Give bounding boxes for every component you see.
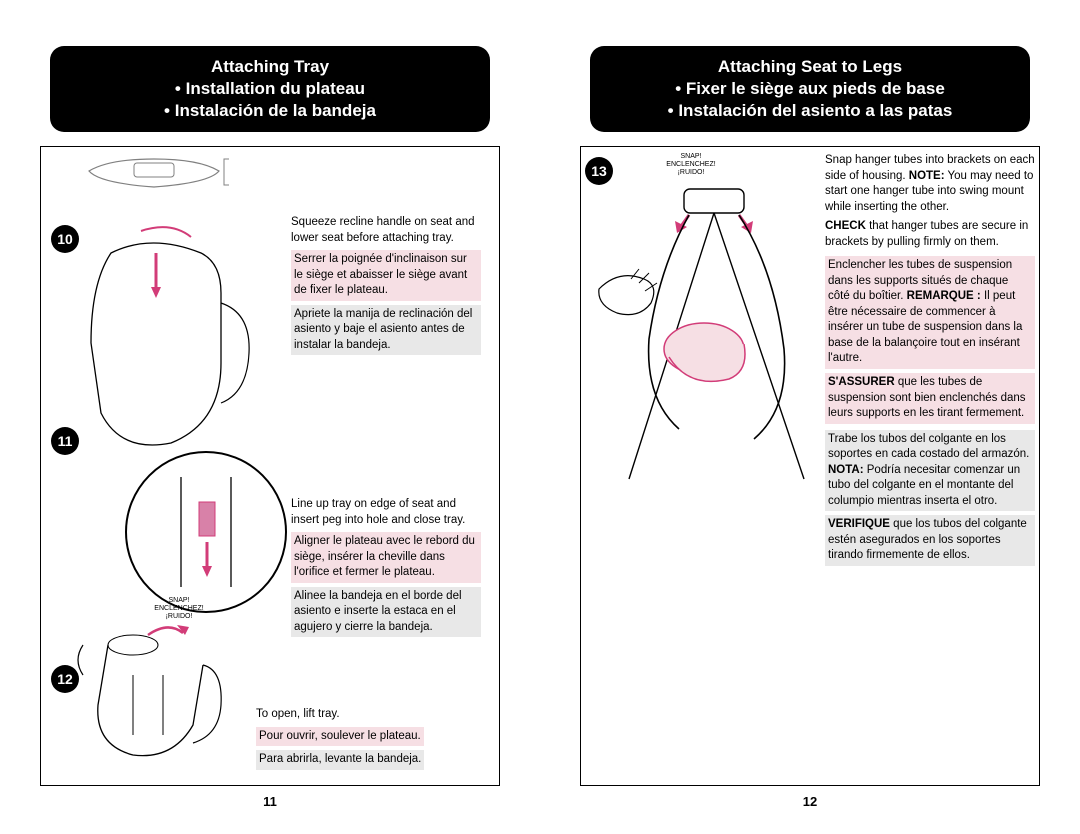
header-left: Attaching Tray • Installation du plateau… — [50, 46, 490, 132]
step-10-text: Squeeze recline handle on seat and lower… — [291, 215, 481, 359]
step12-en: To open, lift tray. — [256, 707, 481, 723]
header-en: Attaching Tray — [64, 56, 476, 78]
page-right: Attaching Seat to Legs • Fixer le siège … — [540, 0, 1080, 834]
step-12-text: To open, lift tray. Pour ouvrir, souleve… — [256, 707, 481, 774]
header-es: • Instalación de la bandeja — [64, 100, 476, 122]
s13-es-p2: VERIFIQUE que los tubos del colgante est… — [825, 515, 1035, 566]
header-en-r: Attaching Seat to Legs — [604, 56, 1016, 78]
tray-top-illustration — [79, 153, 229, 197]
step11-en: Line up tray on edge of seat and insert … — [291, 497, 481, 528]
header-fr: • Installation du plateau — [64, 78, 476, 100]
content-right: 13 SNAP! ENCLENCHEZ! ¡RUIDO! — [580, 146, 1040, 786]
s13-es-p1: Trabe los tubos del colgante en los sopo… — [825, 430, 1035, 512]
step11-es: Alinee la bandeja en el borde del asient… — [291, 587, 481, 638]
s13-fr-p1: Enclencher les tubes de suspension dans … — [825, 256, 1035, 369]
s13-en-p1: Snap hanger tubes into brackets on each … — [825, 153, 1035, 215]
seat-illustration-2 — [73, 615, 233, 775]
page-left: Attaching Tray • Installation du plateau… — [0, 0, 540, 834]
pagenum-left: 11 — [20, 794, 520, 809]
content-left: 10 Squeeze recline handle on seat and lo… — [40, 146, 500, 786]
s13-fr-p2: S'ASSURER que les tubes de suspension so… — [825, 373, 1035, 424]
detail-circle-illustration — [121, 447, 291, 617]
step12-fr: Pour ouvrir, soulever le plateau. — [256, 727, 424, 747]
seat-illustration-1 — [71, 223, 271, 483]
snap-label-13: SNAP! ENCLENCHEZ! ¡RUIDO! — [661, 153, 721, 176]
step-11-text: Line up tray on edge of seat and insert … — [291, 497, 481, 641]
s13-en-p2: CHECK that hanger tubes are secure in br… — [825, 219, 1035, 250]
step10-fr: Serrer la poignée d'inclinaison sur le s… — [291, 250, 481, 301]
step10-es: Apriete la manija de reclinación del asi… — [291, 305, 481, 356]
header-es-r: • Instalación del asiento a las patas — [604, 100, 1016, 122]
header-fr-r: • Fixer le siège aux pieds de base — [604, 78, 1016, 100]
step-13-text: Snap hanger tubes into brackets on each … — [825, 153, 1035, 569]
step11-fr: Aligner le plateau avec le rebord du siè… — [291, 532, 481, 583]
swing-illustration — [589, 179, 819, 489]
step10-en: Squeeze recline handle on seat and lower… — [291, 215, 481, 246]
header-right: Attaching Seat to Legs • Fixer le siège … — [590, 46, 1030, 132]
pagenum-right: 12 — [560, 794, 1060, 809]
step12-es: Para abrirla, levante la bandeja. — [256, 750, 424, 770]
